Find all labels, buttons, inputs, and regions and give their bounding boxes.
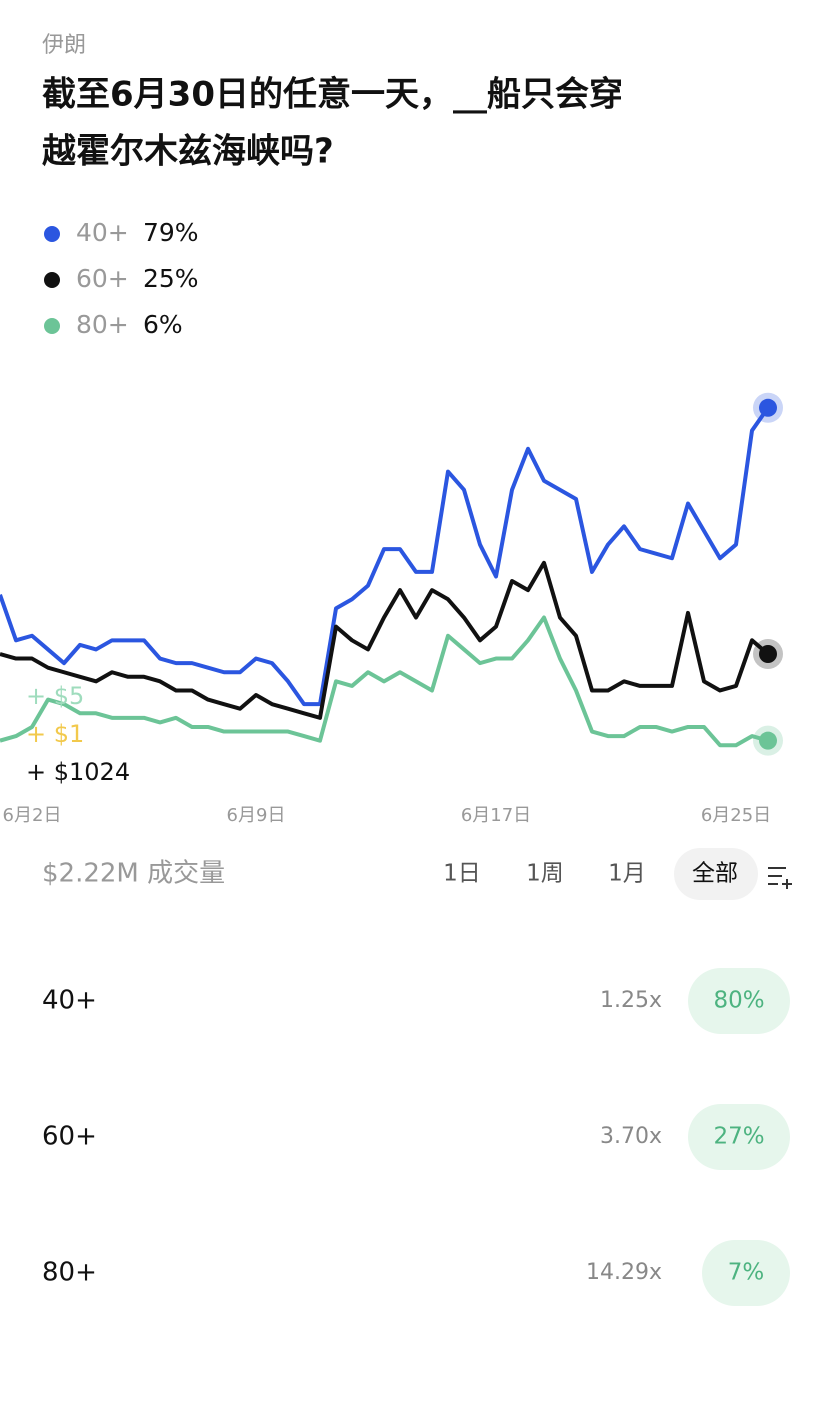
buy-price[interactable]: 27% xyxy=(713,1124,764,1150)
buy-price[interactable]: 80% xyxy=(713,988,764,1014)
x-tick-label: 6月25日 xyxy=(701,805,771,826)
legend-value: 6% xyxy=(143,310,183,339)
outcome-name: 80+ xyxy=(42,1258,97,1288)
x-tick-label: 6月9日 xyxy=(227,805,286,826)
outcome-name: 40+ xyxy=(42,986,97,1016)
title: 越霍尔木兹海峡吗? xyxy=(42,132,334,172)
series-line xyxy=(0,406,770,707)
trade-annotation: + $5 xyxy=(26,682,84,710)
end-dot xyxy=(759,398,777,417)
legend-name: 40+ xyxy=(76,218,129,247)
legend-dot xyxy=(44,272,60,288)
legend-name: 80+ xyxy=(76,310,129,339)
outcome-multiplier: 1.25x xyxy=(600,988,662,1013)
legend-value: 25% xyxy=(143,264,199,293)
title: 截至6月30日的任意一天，__船只会穿 xyxy=(42,75,623,115)
buy-price[interactable]: 7% xyxy=(728,1260,765,1286)
outcome-multiplier: 14.29x xyxy=(586,1260,662,1285)
range-selected-bg xyxy=(674,848,758,900)
range-tab[interactable]: 1周 xyxy=(526,861,564,887)
buy-button[interactable] xyxy=(702,1240,790,1306)
trade-annotation: + $1024 xyxy=(26,758,130,786)
range-tab[interactable]: 1月 xyxy=(608,861,646,887)
legend-dot xyxy=(44,226,60,242)
end-dot xyxy=(759,731,777,750)
outcome-name: 60+ xyxy=(42,1122,97,1152)
buy-button[interactable] xyxy=(688,968,790,1034)
legend-name: 60+ xyxy=(76,264,129,293)
series-line xyxy=(0,615,769,748)
end-dot xyxy=(759,645,777,663)
buy-button[interactable] xyxy=(688,1104,790,1170)
trade-annotation: + $1 xyxy=(26,720,84,748)
range-tab[interactable]: 全部 xyxy=(692,861,738,887)
x-tick-label: 6月2日 xyxy=(3,805,62,826)
legend-value: 79% xyxy=(143,218,199,247)
outcome-multiplier: 3.70x xyxy=(600,1124,662,1149)
filter-icon[interactable] xyxy=(768,867,792,889)
category: 伊朗 xyxy=(42,33,86,58)
range-tab[interactable]: 1日 xyxy=(443,861,481,887)
volume: $2.22M 成交量 xyxy=(42,859,225,889)
series-line xyxy=(0,560,770,720)
legend-dot xyxy=(44,318,60,334)
x-tick-label: 6月17日 xyxy=(461,805,531,826)
